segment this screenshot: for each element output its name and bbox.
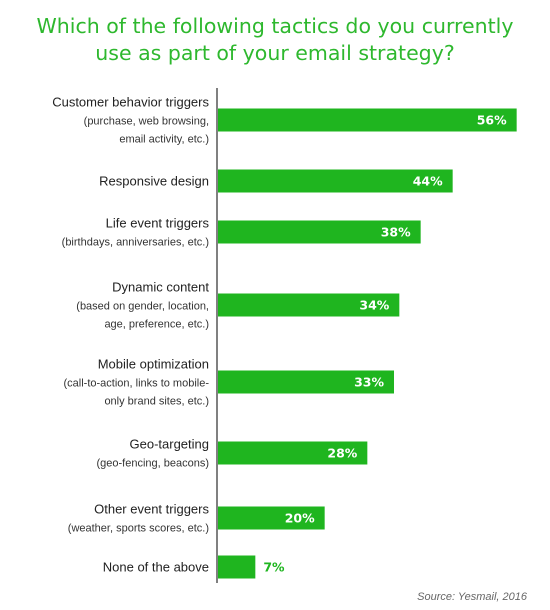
- bar-7: [218, 506, 325, 530]
- category-sublabel-3-1: (birthdays, anniversaries, etc.): [62, 237, 209, 249]
- bar-3: [218, 220, 421, 244]
- value-label-1: 56%: [477, 113, 507, 128]
- category-sublabel-1-1: (purchase, web browsing,: [84, 116, 209, 128]
- value-label-2: 44%: [413, 174, 443, 189]
- category-label-2: Responsive design: [99, 174, 209, 189]
- category-label-7: Other event triggers: [94, 502, 209, 517]
- chart-title-line-1: Which of the following tactics do you cu…: [37, 14, 514, 38]
- bars-group: 56% 44% 38% 34% 33% 28% 20% 7%: [218, 108, 517, 579]
- category-sublabel-4-2: age, preference, etc.): [104, 319, 209, 331]
- category-sublabel-1-2: email activity, etc.): [119, 134, 209, 146]
- value-label-4: 34%: [359, 298, 389, 313]
- category-sublabel-5-1: (call-to-action, links to mobile-: [64, 378, 210, 390]
- bar-8: [218, 555, 256, 579]
- category-label-4: Dynamic content: [112, 280, 209, 295]
- chart-title: Which of the following tactics do you cu…: [37, 14, 514, 65]
- value-label-6: 28%: [327, 446, 357, 461]
- value-label-7: 20%: [285, 511, 315, 526]
- bar-4: [218, 293, 400, 317]
- source-note: Source: Yesmail, 2016: [417, 591, 528, 603]
- category-sublabel-7-1: (weather, sports scores, etc.): [68, 523, 209, 535]
- category-label-6: Geo-targeting: [130, 437, 210, 452]
- bar-2: [218, 169, 453, 193]
- bar-1: [218, 108, 517, 132]
- category-sublabel-4-1: (based on gender, location,: [76, 301, 209, 313]
- bar-6: [218, 441, 368, 465]
- category-sublabel-6-1: (geo-fencing, beacons): [96, 458, 209, 470]
- category-label-5: Mobile optimization: [98, 357, 209, 372]
- category-label-1: Customer behavior triggers: [52, 95, 209, 110]
- value-label-3: 38%: [381, 225, 411, 240]
- value-label-5: 33%: [354, 375, 384, 390]
- category-label-8: None of the above: [103, 560, 209, 575]
- chart-title-line-2: use as part of your email strategy?: [95, 41, 454, 65]
- category-labels-group: Customer behavior triggers (purchase, web…: [52, 95, 209, 575]
- category-sublabel-5-2: only brand sites, etc.): [104, 396, 209, 408]
- category-label-3: Life event triggers: [106, 216, 210, 231]
- bar-5: [218, 370, 394, 394]
- value-label-8: 7%: [263, 560, 285, 575]
